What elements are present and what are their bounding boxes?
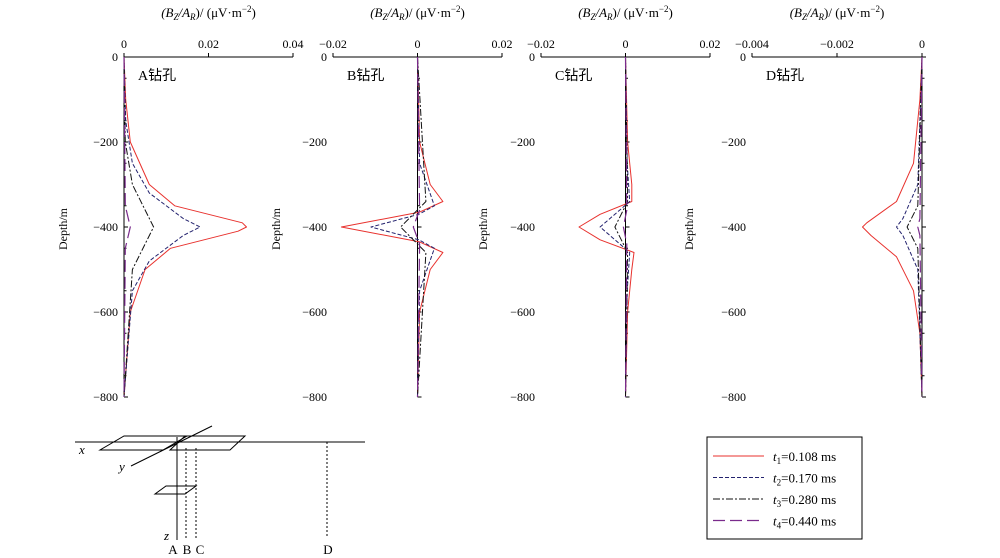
series-line-t2	[123, 56, 201, 398]
panel-3: −0.02 0 0.020−200−400−600−800Depth/mC钻孔(BZ…	[476, 4, 721, 404]
transmitter-loop	[98, 435, 189, 451]
x-tick-label: 0	[121, 37, 127, 51]
series-line-t1	[340, 56, 444, 398]
series-line-t3	[906, 56, 923, 398]
hole-label-c: C	[196, 542, 205, 557]
panel-1: 0 0.02 0.04 0 −200 −400 −600 −800 Depth/m A钻孔 (BZ/…	[56, 4, 304, 404]
x-axis-title: (BZ/AR)/ (μV·m−2)	[578, 4, 673, 22]
legend-items: t1=0.108 ms t2=0.170 ms t3=0.280 ms t4=0.44…	[713, 449, 836, 531]
legend: t1=0.108 ms t2=0.170 ms t3=0.280 ms t4=0.44…	[706, 436, 863, 540]
y-tick-label: 0	[740, 50, 746, 64]
hole-label-a: A	[168, 542, 178, 557]
x-tick-label: 0	[623, 37, 629, 51]
legend-frame	[706, 436, 863, 540]
series-line-t2	[370, 56, 435, 398]
y-axis-label: Depth/m	[269, 207, 283, 250]
survey-schematic	[75, 425, 365, 540]
x-tick-label: 0.02	[492, 37, 513, 51]
x-tick-label: −0.02	[527, 37, 555, 51]
y-tick-label: −400	[93, 220, 118, 234]
panel-label: A钻孔	[138, 68, 176, 84]
y-tick-label: −800	[721, 390, 746, 404]
schematic-y-label: y	[117, 459, 125, 474]
panels-layer: 0 0.02 0.04 0 −200 −400 −600 −800 Depth/m A钻孔 (BZ/…	[56, 4, 926, 404]
y-tick-label: −600	[93, 305, 118, 319]
series-line-t1	[862, 56, 923, 398]
schematic-x-label: x	[78, 442, 85, 457]
y-tick-label: −400	[510, 220, 535, 234]
panel-label: D钻孔	[766, 68, 804, 84]
y-tick-label: 0	[321, 50, 327, 64]
y-tick-label: −200	[93, 135, 118, 149]
hole-label-d: D	[323, 542, 332, 557]
series-line-t4	[412, 56, 421, 398]
panel-label: C钻孔	[555, 68, 592, 84]
legend-entry: t1=0.108 ms	[773, 449, 836, 466]
y-tick-label: −200	[302, 135, 327, 149]
panel-4: −0.004 −0.002 0 0 −200 −400 −600 −800 Depth/m D钻孔…	[682, 4, 926, 404]
series-line-t4	[123, 56, 131, 398]
y-axis-label: Depth/m	[56, 207, 70, 250]
target-plate	[153, 485, 198, 495]
schematic-z-label: z	[163, 528, 169, 543]
y-axis-label: Depth/m	[476, 207, 490, 250]
legend-entry: t4=0.440 ms	[773, 514, 836, 531]
series-line-t4	[917, 56, 923, 398]
series-line-t1	[578, 56, 635, 398]
x-axis-title: (BZ/AR)/ (μV·m−2)	[161, 4, 256, 22]
panel-2: −0.02 0 0.020−200−400−600−800Depth/mB钻孔(BZ…	[269, 4, 513, 404]
y-tick-label: −200	[721, 135, 746, 149]
legend-entry: t2=0.170 ms	[773, 471, 836, 488]
y-tick-label: −400	[721, 220, 746, 234]
legend-entry: t3=0.280 ms	[773, 492, 836, 509]
y-tick-label: 0	[529, 50, 535, 64]
x-tick-label: 0.02	[700, 37, 721, 51]
x-tick-label: 0	[919, 37, 925, 51]
y-axis-label: Depth/m	[682, 207, 696, 250]
series-line-t3	[400, 56, 427, 398]
y-tick-label: −800	[93, 390, 118, 404]
transmitter-loop-2	[168, 435, 247, 451]
y-tick-label: −800	[302, 390, 327, 404]
y-tick-label: −400	[302, 220, 327, 234]
y-tick-label: −800	[510, 390, 535, 404]
y-tick-label: 0	[112, 50, 118, 64]
series-line-t1	[123, 56, 247, 398]
x-tick-label: −0.02	[319, 37, 347, 51]
hole-label-b: B	[183, 542, 192, 557]
x-tick-label: 0.02	[198, 37, 219, 51]
series-line-t3	[123, 56, 155, 398]
x-axis-title: (BZ/AR)/ (μV·m−2)	[370, 4, 465, 22]
x-tick-label: −0.004	[735, 37, 769, 51]
x-tick-label: −0.002	[820, 37, 854, 51]
x-axis-title: (BZ/AR)/ (μV·m−2)	[790, 4, 885, 22]
y-axis-line	[130, 425, 213, 467]
y-tick-label: −200	[510, 135, 535, 149]
series-line-t2	[896, 56, 923, 398]
y-tick-label: −600	[510, 305, 535, 319]
x-tick-label: 0	[415, 37, 421, 51]
series-line-t4	[622, 56, 628, 398]
panel-label: B钻孔	[347, 68, 384, 84]
y-tick-label: −600	[721, 305, 746, 319]
y-tick-label: −600	[302, 305, 327, 319]
x-tick-label: 0.04	[283, 37, 304, 51]
